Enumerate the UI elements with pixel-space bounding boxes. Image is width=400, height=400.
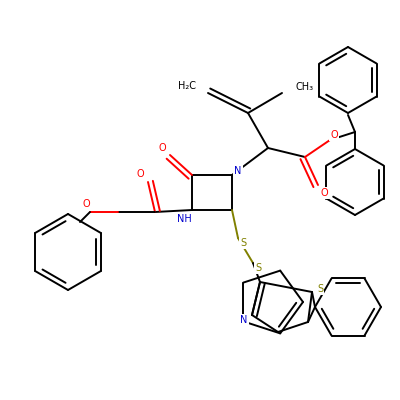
Text: S: S — [255, 263, 261, 273]
Text: O: O — [82, 199, 90, 209]
Text: N: N — [240, 315, 248, 325]
Text: O: O — [158, 143, 166, 153]
Text: O: O — [320, 188, 328, 198]
Text: O: O — [136, 169, 144, 179]
Text: H₂C: H₂C — [178, 81, 196, 91]
Text: S: S — [240, 238, 246, 248]
Text: O: O — [330, 130, 338, 140]
Text: NH: NH — [177, 214, 191, 224]
Text: CH₃: CH₃ — [295, 82, 313, 92]
Text: S: S — [317, 284, 323, 294]
Text: N: N — [234, 166, 242, 176]
